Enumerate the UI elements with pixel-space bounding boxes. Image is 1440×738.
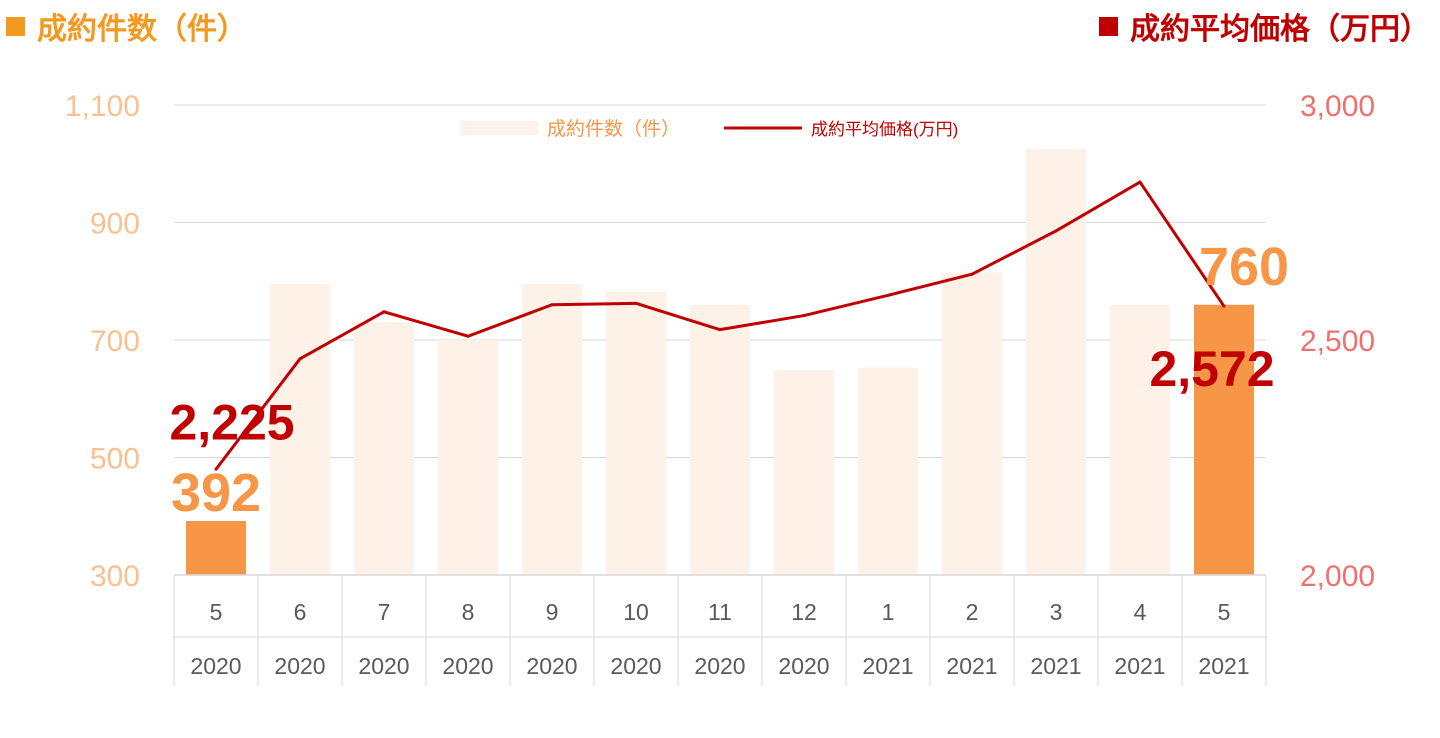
bar (606, 291, 666, 575)
month-tick-label: 9 (546, 599, 559, 625)
legend-line-label: 成約平均価格(万円) (811, 120, 958, 139)
year-tick-label: 2020 (358, 653, 409, 679)
bar (438, 340, 498, 575)
month-tick-label: 2 (966, 599, 979, 625)
month-tick-label: 10 (623, 599, 649, 625)
right-axis-header: 成約平均価格（万円） (1099, 4, 1430, 48)
bar (522, 284, 582, 575)
left-header-text: 成約件数（件） (37, 12, 247, 47)
bar (186, 520, 246, 575)
price-point (382, 310, 386, 314)
bar (270, 284, 330, 575)
right-tick-label: 2,500 (1300, 325, 1375, 358)
month-tick-label: 7 (378, 599, 391, 625)
month-tick-label: 4 (1134, 599, 1147, 625)
month-tick-label: 6 (294, 599, 307, 625)
bar-data-label: 760 (1199, 237, 1289, 297)
month-tick-label: 11 (708, 599, 732, 625)
price-point (1222, 304, 1226, 308)
price-point (214, 467, 218, 471)
year-tick-label: 2020 (274, 653, 325, 679)
month-tick-label: 5 (1218, 599, 1231, 625)
bar (354, 322, 414, 575)
line-data-label: 2,572 (1149, 341, 1274, 397)
right-header-text: 成約平均価格（万円） (1130, 12, 1430, 47)
price-point (550, 303, 554, 307)
year-tick-label: 2020 (694, 653, 745, 679)
month-tick-label: 5 (210, 599, 223, 625)
price-point (298, 357, 302, 361)
bar (942, 272, 1002, 575)
bar-data-label: 392 (171, 463, 261, 523)
bar (1026, 149, 1086, 575)
bar (858, 367, 918, 575)
price-point (1138, 180, 1142, 184)
month-tick-label: 12 (791, 599, 817, 625)
price-point (886, 293, 890, 297)
year-tick-label: 2021 (1030, 653, 1081, 679)
line-data-label: 2,225 (169, 394, 294, 450)
left-axis-header: 成約件数（件） (6, 4, 247, 48)
year-tick-label: 2021 (1198, 653, 1249, 679)
year-tick-label: 2020 (190, 653, 241, 679)
price-point (802, 314, 806, 318)
price-point (970, 272, 974, 276)
left-tick-label: 700 (90, 325, 140, 358)
legend-bar-label: 成約件数（件） (547, 118, 680, 140)
year-tick-label: 2021 (946, 653, 997, 679)
legend-bar-swatch (460, 121, 538, 135)
left-tick-label: 500 (90, 443, 140, 476)
bar (1194, 304, 1254, 575)
price-point (1054, 229, 1058, 233)
year-tick-label: 2020 (526, 653, 577, 679)
month-tick-label: 3 (1050, 599, 1063, 625)
price-point (466, 334, 470, 338)
right-header-square-icon (1099, 16, 1118, 36)
month-tick-label: 1 (882, 599, 895, 625)
left-tick-label: 300 (90, 560, 140, 593)
left-tick-label: 900 (90, 208, 140, 241)
year-tick-label: 2021 (862, 653, 913, 679)
year-tick-label: 2020 (442, 653, 493, 679)
bar (1110, 304, 1170, 575)
right-tick-label: 2,000 (1300, 560, 1375, 593)
left-tick-label: 1,100 (65, 90, 140, 123)
left-header-square-icon (6, 16, 25, 36)
bar (774, 370, 834, 575)
right-tick-label: 3,000 (1300, 90, 1375, 123)
year-tick-label: 2020 (778, 653, 829, 679)
year-tick-label: 2021 (1114, 653, 1165, 679)
price-point (718, 328, 722, 332)
bar (690, 304, 750, 575)
month-tick-label: 8 (462, 599, 475, 625)
year-tick-label: 2020 (610, 653, 661, 679)
price-point (634, 301, 638, 305)
